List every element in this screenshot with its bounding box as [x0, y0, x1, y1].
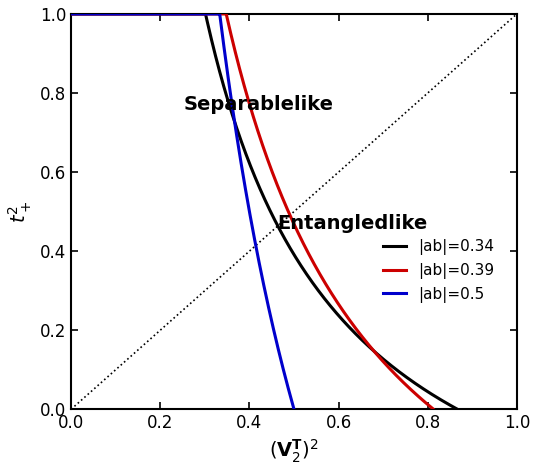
X-axis label: $(\mathbf{V}_2^\mathbf{T})^2$: $(\mathbf{V}_2^\mathbf{T})^2$ [269, 438, 319, 465]
Legend: |ab|=0.34, |ab|=0.39, |ab|=0.5: |ab|=0.34, |ab|=0.39, |ab|=0.5 [377, 233, 500, 309]
Text: Separablelike: Separablelike [183, 95, 333, 114]
Text: Entangledlike: Entangledlike [277, 214, 427, 233]
Y-axis label: $t_+^2$: $t_+^2$ [7, 201, 34, 223]
